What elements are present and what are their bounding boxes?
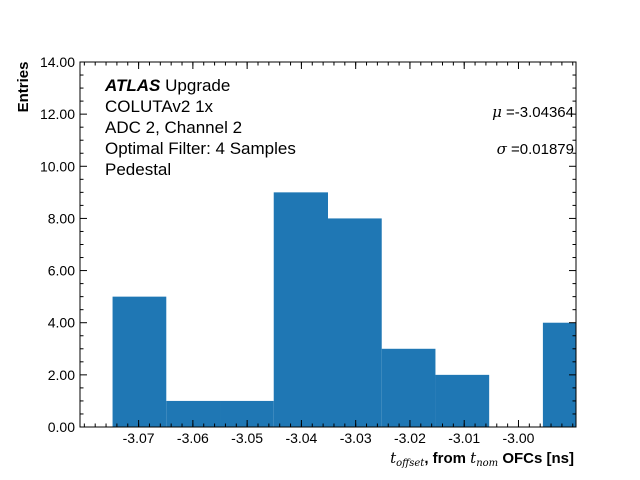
histogram-bar (435, 374, 490, 427)
y-tick-label: 0.00 (48, 419, 75, 435)
annotation-line: Optimal Filter: 4 Samples (105, 139, 296, 158)
x-label-sub-offset: offset (396, 458, 425, 469)
histogram-bar (273, 192, 328, 427)
x-tick-label: -3.02 (394, 430, 426, 446)
legend-text: ATLAS Upgrade COLUTAv2 1x ADC 2, Channel… (104, 76, 296, 179)
mean-label: μ =-3.04364 (492, 103, 574, 121)
sigma-label: σ =0.01879 (497, 140, 574, 158)
y-tick-label: 2.00 (48, 367, 75, 383)
annotation-line: COLUTAv2 1x (105, 97, 214, 116)
atlas-label: ATLAS Upgrade (104, 76, 230, 95)
annotation-line: ADC 2, Channel 2 (105, 118, 242, 137)
x-tick-label: -3.07 (123, 430, 155, 446)
x-label-t: t (390, 449, 397, 467)
x-label-from: , from (424, 450, 470, 467)
x-label-t-nom: t (470, 449, 477, 467)
histogram-bar (328, 218, 382, 427)
ticks (80, 61, 576, 428)
y-tick-label: 8.00 (48, 210, 75, 226)
x-tick-label: -3.04 (285, 430, 317, 446)
bars (112, 192, 576, 427)
histogram-bar (381, 348, 436, 427)
x-tick-label: -3.00 (503, 430, 535, 446)
x-tick-label: -3.06 (177, 430, 209, 446)
x-tick-label: -3.05 (231, 430, 263, 446)
x-tick-label: -3.03 (340, 430, 372, 446)
tick-labels: -3.07 -3.06 -3.05 -3.04 -3.03 -3.02 -3.01 -3.00… (40, 54, 535, 446)
histogram-bar (112, 296, 167, 427)
x-axis-label: toffset, from tnom OFCs [ns] (390, 449, 574, 469)
x-tick-label: -3.01 (448, 430, 480, 446)
y-tick-label: 12.00 (40, 106, 75, 122)
plot-frame (79, 61, 577, 428)
x-label-units: OFCs [ns] (498, 450, 574, 467)
y-tick-label: 14.00 (40, 54, 75, 70)
y-tick-label: 6.00 (48, 263, 75, 279)
y-axis-label: Entries (15, 62, 32, 113)
x-label-sub-nom: nom (476, 458, 498, 469)
y-tick-label: 10.00 (40, 158, 75, 174)
y-tick-label: 4.00 (48, 315, 75, 331)
annotation-line: Pedestal (105, 160, 171, 179)
